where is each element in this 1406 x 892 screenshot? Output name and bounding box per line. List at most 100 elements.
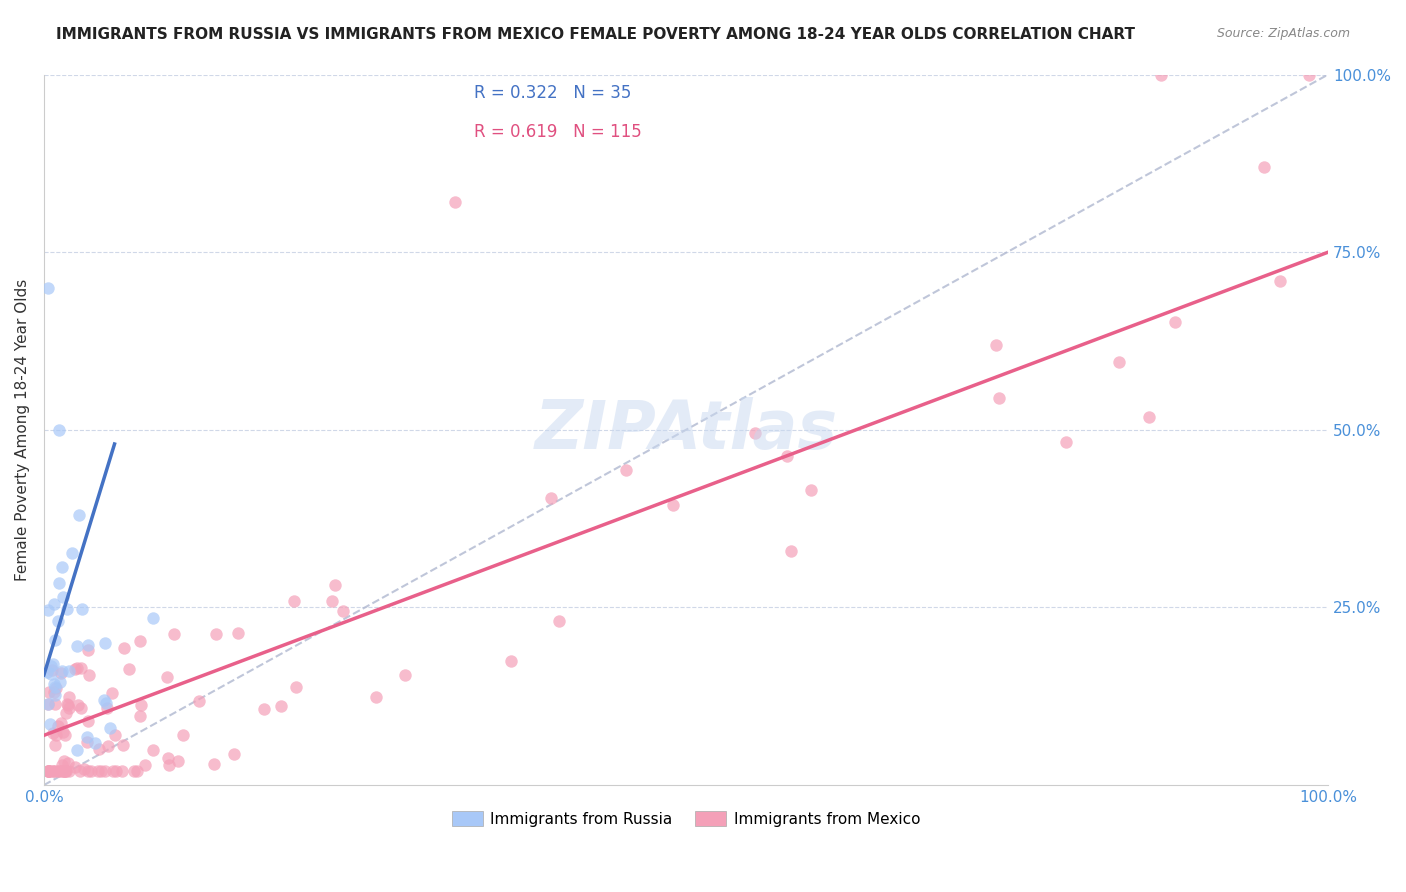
Immigrants from Russia <box>51 560 73 574</box>
Immigrants from Mexico <box>48 764 70 778</box>
Immigrants from Mexico <box>202 757 225 772</box>
Immigrants from Mexico <box>51 764 73 778</box>
Immigrants from Mexico <box>51 715 73 730</box>
Immigrants from Mexico <box>332 604 354 618</box>
Immigrants from Mexico <box>42 764 65 778</box>
Immigrants from Mexico <box>94 764 117 778</box>
Immigrants from Mexico <box>58 698 80 713</box>
Immigrants from Mexico <box>228 625 250 640</box>
Immigrants from Mexico <box>988 392 1011 406</box>
Immigrants from Russia <box>66 742 89 756</box>
Text: ZIPAtlas: ZIPAtlas <box>534 397 838 463</box>
Immigrants from Mexico <box>1054 434 1077 449</box>
Immigrants from Mexico <box>501 654 523 668</box>
Immigrants from Mexico <box>55 706 77 721</box>
Immigrants from Mexico <box>77 764 100 778</box>
Immigrants from Mexico <box>364 690 387 704</box>
Immigrants from Mexico <box>1268 274 1291 288</box>
Immigrants from Mexico <box>155 669 177 683</box>
Immigrants from Mexico <box>42 764 65 778</box>
Immigrants from Mexico <box>46 764 69 778</box>
Immigrants from Russia <box>44 688 66 702</box>
Immigrants from Mexico <box>780 543 803 558</box>
Immigrants from Mexico <box>53 754 76 768</box>
Immigrants from Mexico <box>163 626 186 640</box>
Immigrants from Russia <box>39 659 62 673</box>
Immigrants from Mexico <box>77 714 100 728</box>
Immigrants from Russia <box>37 603 59 617</box>
Y-axis label: Female Poverty Among 18-24 Year Olds: Female Poverty Among 18-24 Year Olds <box>15 278 30 581</box>
Immigrants from Mexico <box>63 760 86 774</box>
Immigrants from Mexico <box>172 728 194 742</box>
Immigrants from Mexico <box>37 685 59 699</box>
Immigrants from Russia <box>67 508 90 522</box>
Immigrants from Mexico <box>38 764 60 778</box>
Immigrants from Mexico <box>52 725 75 739</box>
Immigrants from Mexico <box>1108 355 1130 369</box>
Immigrants from Mexico <box>53 764 76 778</box>
Immigrants from Russia <box>76 730 98 744</box>
Immigrants from Mexico <box>1164 315 1187 329</box>
Immigrants from Mexico <box>66 661 89 675</box>
Immigrants from Mexico <box>76 735 98 749</box>
Immigrants from Mexico <box>323 578 346 592</box>
Immigrants from Mexico <box>44 738 66 752</box>
Immigrants from Russia <box>72 601 94 615</box>
Immigrants from Russia <box>52 590 75 604</box>
Immigrants from Mexico <box>70 661 93 675</box>
Immigrants from Russia <box>58 664 80 678</box>
Immigrants from Mexico <box>103 764 125 778</box>
Immigrants from Russia <box>49 675 72 690</box>
Text: Source: ZipAtlas.com: Source: ZipAtlas.com <box>1216 27 1350 40</box>
Immigrants from Russia <box>93 693 115 707</box>
Text: R = 0.322   N = 35: R = 0.322 N = 35 <box>474 84 631 102</box>
Immigrants from Mexico <box>45 681 67 695</box>
Immigrants from Mexico <box>77 668 100 682</box>
Immigrants from Russia <box>39 717 62 731</box>
Immigrants from Mexico <box>77 643 100 657</box>
Immigrants from Russia <box>46 614 69 628</box>
Immigrants from Russia <box>142 611 165 625</box>
Immigrants from Mexico <box>38 764 60 778</box>
Immigrants from Mexico <box>58 701 80 715</box>
Immigrants from Mexico <box>444 195 467 210</box>
Immigrants from Russia <box>42 597 65 611</box>
Text: R = 0.619   N = 115: R = 0.619 N = 115 <box>474 123 643 141</box>
Immigrants from Mexico <box>58 690 80 704</box>
Immigrants from Mexico <box>56 756 79 771</box>
Immigrants from Mexico <box>46 719 69 733</box>
Immigrants from Russia <box>39 667 62 681</box>
Text: IMMIGRANTS FROM RUSSIA VS IMMIGRANTS FROM MEXICO FEMALE POVERTY AMONG 18-24 YEAR: IMMIGRANTS FROM RUSSIA VS IMMIGRANTS FRO… <box>56 27 1135 42</box>
Immigrants from Mexico <box>114 640 136 655</box>
Immigrants from Russia <box>98 721 121 735</box>
Immigrants from Mexico <box>134 758 156 772</box>
Immigrants from Mexico <box>69 764 91 778</box>
Immigrants from Mexico <box>44 764 66 778</box>
Immigrants from Mexico <box>41 663 63 677</box>
Immigrants from Mexico <box>55 764 77 778</box>
Immigrants from Mexico <box>69 701 91 715</box>
Immigrants from Mexico <box>129 708 152 723</box>
Immigrants from Mexico <box>614 463 637 477</box>
Immigrants from Mexico <box>547 614 569 628</box>
Immigrants from Mexico <box>112 738 135 752</box>
Immigrants from Mexico <box>58 764 80 778</box>
Immigrants from Russia <box>48 423 70 437</box>
Immigrants from Mexico <box>142 742 165 756</box>
Immigrants from Russia <box>93 636 115 650</box>
Immigrants from Mexico <box>321 594 343 608</box>
Immigrants from Mexico <box>45 728 67 742</box>
Immigrants from Mexico <box>103 728 125 742</box>
Immigrants from Russia <box>65 639 87 653</box>
Immigrants from Russia <box>42 657 65 672</box>
Immigrants from Mexico <box>37 764 59 778</box>
Immigrants from Mexico <box>188 694 211 708</box>
Immigrants from Mexico <box>1253 160 1275 174</box>
Immigrants from Russia <box>35 665 58 680</box>
Immigrants from Russia <box>48 575 70 590</box>
Immigrants from Mexico <box>105 764 128 778</box>
Immigrants from Mexico <box>101 686 124 700</box>
Immigrants from Mexico <box>662 498 685 512</box>
Immigrants from Mexico <box>37 764 59 778</box>
Immigrants from Mexico <box>283 594 305 608</box>
